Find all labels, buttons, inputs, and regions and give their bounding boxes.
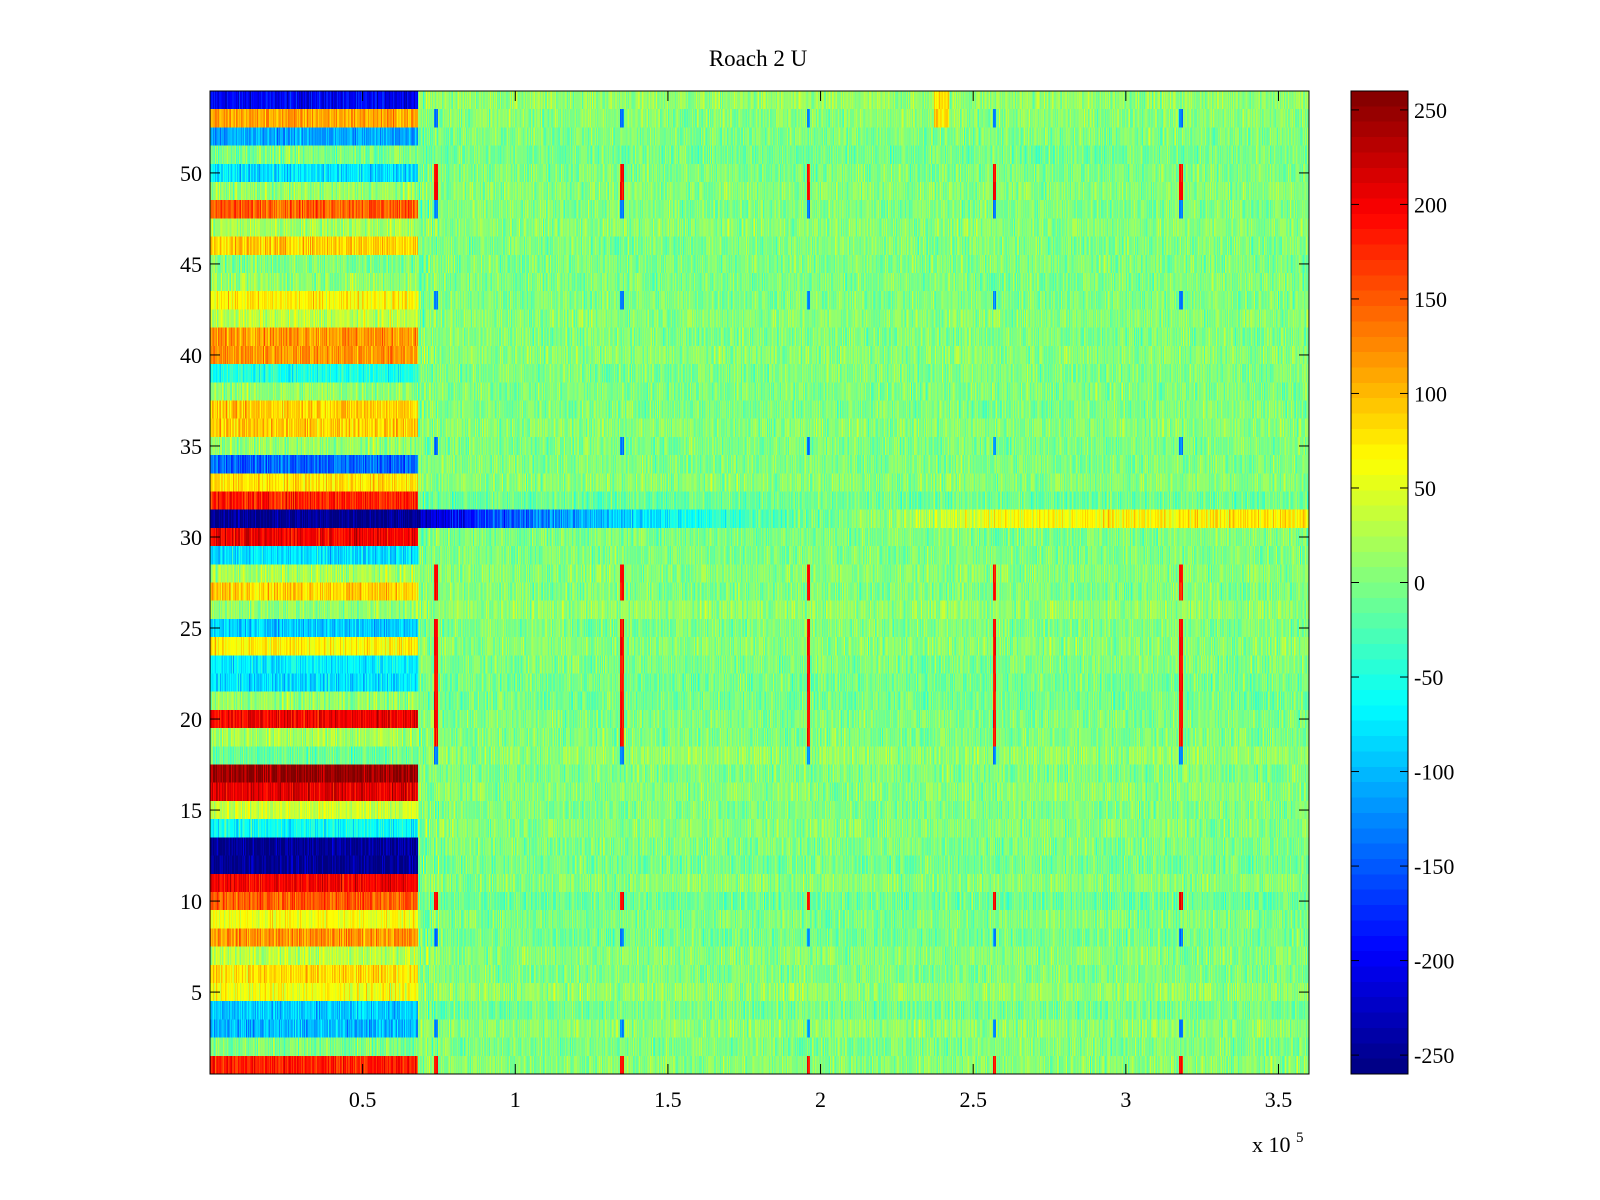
colorbar-tick-label: 0 <box>1414 571 1425 596</box>
y-tick-label: 30 <box>180 525 202 550</box>
heatmap-image <box>210 91 1309 1074</box>
x-tick-label: 2.5 <box>959 1087 987 1112</box>
colorbar-tick-label: 200 <box>1414 192 1447 217</box>
plot-axes-box <box>209 90 1310 1075</box>
y-tick-label: 15 <box>180 798 202 823</box>
colorbar-ticks: 250 200 150 100 50 0 -50 -100 -150 -200 -250 <box>1351 98 1454 1068</box>
colorbar-tick-label: -100 <box>1414 760 1454 785</box>
x-tick-label: 3 <box>1120 1087 1131 1112</box>
colorbar-tick-label: 150 <box>1414 287 1447 312</box>
colorbar-tick-label: -50 <box>1414 665 1443 690</box>
colorbar-tick-label: 50 <box>1414 476 1436 501</box>
y-axis: 5 10 15 20 25 30 35 40 45 50 <box>180 161 1309 1005</box>
y-tick-label: 35 <box>180 434 202 459</box>
x-tick-label: 0.5 <box>349 1087 377 1112</box>
y-tick-label: 5 <box>191 980 202 1005</box>
y-tick-label: 40 <box>180 343 202 368</box>
y-tick-label: 25 <box>180 616 202 641</box>
x-multiplier-base: x 10 <box>1252 1132 1291 1157</box>
x-axis-multiplier: x 10 5 <box>1252 1130 1304 1157</box>
colorbar-tick-label: 100 <box>1414 381 1447 406</box>
colorbar-tick-label: -200 <box>1414 949 1454 974</box>
y-tick-label: 10 <box>180 889 202 914</box>
chart-title: Roach 2 U <box>709 46 808 71</box>
x-tick-label: 1 <box>510 1087 521 1112</box>
x-multiplier-exponent: 5 <box>1296 1130 1304 1146</box>
y-tick-label: 50 <box>180 161 202 186</box>
colorbar-gradient <box>1351 91 1408 1074</box>
x-axis: 0.5 1 1.5 2 2.5 3 3.5 <box>349 91 1292 1112</box>
x-tick-label: 2 <box>815 1087 826 1112</box>
colorbar-tick-label: -150 <box>1414 854 1454 879</box>
colorbar-tick-label: 250 <box>1414 98 1447 123</box>
x-tick-label: 3.5 <box>1265 1087 1293 1112</box>
y-tick-label: 45 <box>180 252 202 277</box>
colorbar-tick-label: -250 <box>1414 1043 1454 1068</box>
y-tick-label: 20 <box>180 707 202 732</box>
x-tick-label: 1.5 <box>654 1087 682 1112</box>
